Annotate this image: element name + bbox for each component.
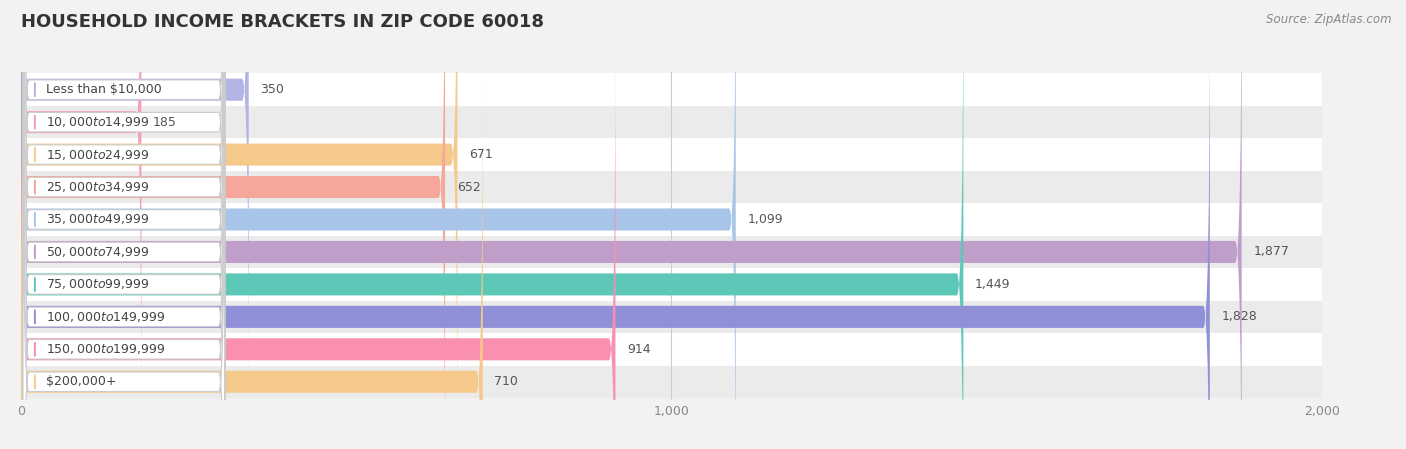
Text: Less than $10,000: Less than $10,000 xyxy=(46,83,162,96)
Bar xyxy=(0,203,1406,236)
FancyBboxPatch shape xyxy=(22,0,225,449)
FancyBboxPatch shape xyxy=(22,0,225,449)
FancyBboxPatch shape xyxy=(21,0,1241,449)
FancyBboxPatch shape xyxy=(22,0,225,372)
Text: 652: 652 xyxy=(457,180,481,194)
FancyBboxPatch shape xyxy=(22,0,225,405)
Text: $10,000 to $14,999: $10,000 to $14,999 xyxy=(46,115,150,129)
FancyBboxPatch shape xyxy=(22,0,225,449)
FancyBboxPatch shape xyxy=(22,99,225,449)
FancyBboxPatch shape xyxy=(21,0,446,449)
FancyBboxPatch shape xyxy=(21,0,735,449)
Bar xyxy=(0,365,1406,398)
Text: 671: 671 xyxy=(470,148,494,161)
Bar xyxy=(0,236,1406,268)
Text: HOUSEHOLD INCOME BRACKETS IN ZIP CODE 60018: HOUSEHOLD INCOME BRACKETS IN ZIP CODE 60… xyxy=(21,13,544,31)
Text: $15,000 to $24,999: $15,000 to $24,999 xyxy=(46,148,150,162)
FancyBboxPatch shape xyxy=(21,0,249,403)
Text: $50,000 to $74,999: $50,000 to $74,999 xyxy=(46,245,150,259)
FancyBboxPatch shape xyxy=(21,3,1209,449)
Text: 185: 185 xyxy=(153,116,177,129)
FancyBboxPatch shape xyxy=(21,68,482,449)
Text: 1,449: 1,449 xyxy=(974,278,1011,291)
FancyBboxPatch shape xyxy=(21,36,616,449)
Text: $200,000+: $200,000+ xyxy=(46,375,117,388)
Text: 710: 710 xyxy=(495,375,519,388)
Bar xyxy=(0,333,1406,365)
Bar xyxy=(0,301,1406,333)
FancyBboxPatch shape xyxy=(22,35,225,449)
Text: $25,000 to $34,999: $25,000 to $34,999 xyxy=(46,180,150,194)
Text: $100,000 to $149,999: $100,000 to $149,999 xyxy=(46,310,166,324)
FancyBboxPatch shape xyxy=(22,2,225,449)
FancyBboxPatch shape xyxy=(22,0,225,437)
Bar xyxy=(0,106,1406,138)
Bar xyxy=(0,268,1406,301)
Text: $35,000 to $49,999: $35,000 to $49,999 xyxy=(46,212,150,226)
Text: 1,877: 1,877 xyxy=(1253,246,1289,259)
Bar xyxy=(0,74,1406,106)
Text: $150,000 to $199,999: $150,000 to $199,999 xyxy=(46,342,166,357)
FancyBboxPatch shape xyxy=(21,0,142,436)
Bar xyxy=(0,171,1406,203)
FancyBboxPatch shape xyxy=(22,67,225,449)
Text: 1,828: 1,828 xyxy=(1222,310,1257,323)
Text: $75,000 to $99,999: $75,000 to $99,999 xyxy=(46,277,150,291)
Bar xyxy=(0,138,1406,171)
Text: Source: ZipAtlas.com: Source: ZipAtlas.com xyxy=(1267,13,1392,26)
FancyBboxPatch shape xyxy=(21,0,457,449)
FancyBboxPatch shape xyxy=(21,0,963,449)
Text: 914: 914 xyxy=(627,343,651,356)
Text: 1,099: 1,099 xyxy=(748,213,783,226)
Text: 350: 350 xyxy=(260,83,284,96)
